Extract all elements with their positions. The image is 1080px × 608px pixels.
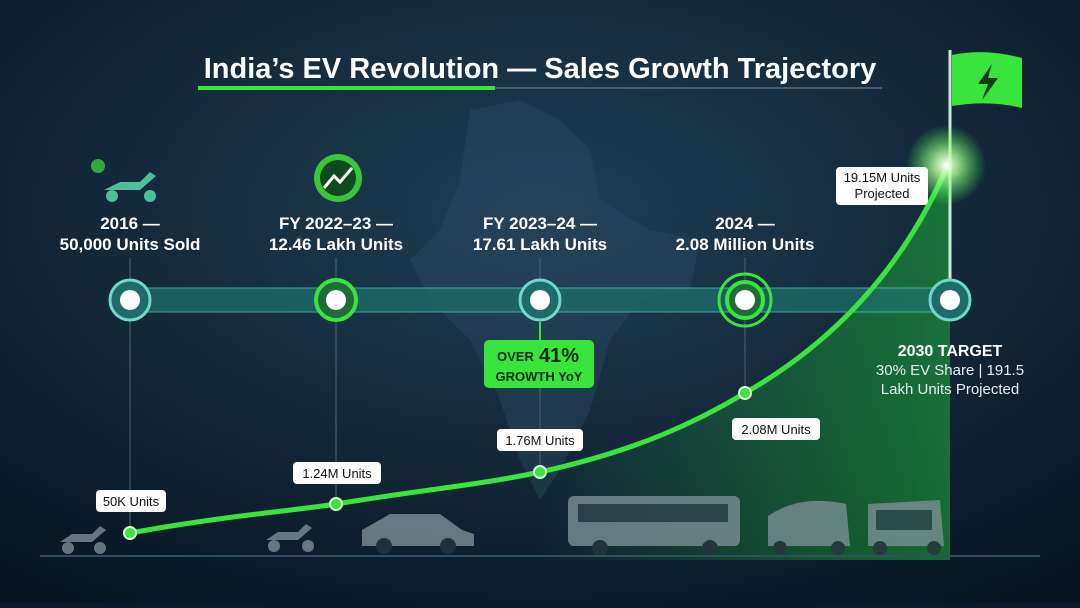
projection-label: Projected — [855, 186, 910, 201]
curve-label: 1.76M Units — [505, 433, 575, 448]
target-line: Lakh Units Projected — [881, 381, 1019, 398]
milestone-year: 2024 — — [715, 214, 775, 233]
curve-label: 1.24M Units — [302, 466, 372, 481]
milestone-year: FY 2023–24 — — [483, 214, 597, 233]
milestone-value: 50,000 Units Sold — [60, 235, 201, 254]
milestone-value: 12.46 Lakh Units — [269, 235, 403, 254]
title: India’s EV Revolution — Sales Growth Tra… — [204, 53, 877, 85]
flag-bolt — [978, 64, 998, 100]
curve-label: 2.08M Units — [741, 422, 811, 437]
growth-curve — [129, 159, 953, 536]
vehicles — [60, 496, 944, 556]
badge-suffix: GROWTH YoY — [496, 369, 583, 384]
label-box — [497, 429, 583, 451]
milestone-year: FY 2022–23 — — [279, 214, 393, 233]
label-box — [293, 462, 381, 484]
projection-area — [540, 150, 950, 560]
curve-label: 50K Units — [103, 494, 160, 509]
label-box — [96, 490, 166, 512]
growth-icon — [314, 154, 362, 202]
target-heading: 2030 TARGET — [898, 343, 1003, 360]
timeline-nodes — [108, 272, 972, 328]
curve-points — [123, 386, 752, 540]
label-box — [836, 167, 928, 205]
milestone-value: 2.08 Million Units — [676, 235, 815, 254]
growth-badge — [484, 340, 594, 388]
badge-value: 41% — [539, 345, 579, 367]
target-line: 30% EV Share | 191.5 — [876, 362, 1024, 379]
projection-label: 19.15M Units — [844, 170, 921, 185]
label-box — [732, 418, 820, 440]
scooter-icon — [91, 159, 156, 202]
badge-prefix: OVER — [497, 349, 534, 364]
milestone-year: 2016 — — [100, 214, 160, 233]
milestone-value: 17.61 Lakh Units — [473, 235, 607, 254]
